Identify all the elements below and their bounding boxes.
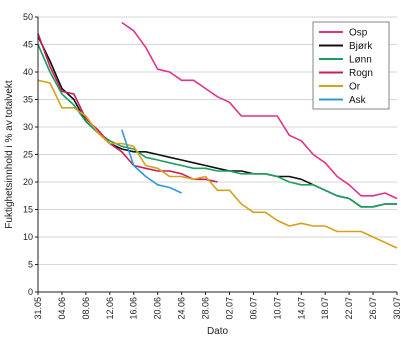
legend-label: Ask bbox=[349, 95, 367, 106]
y-tick-label: 0 bbox=[28, 287, 33, 297]
y-tick-label: 35 bbox=[23, 95, 33, 105]
legend-box bbox=[312, 21, 390, 110]
legend-label: Osp bbox=[349, 28, 368, 39]
x-tick-labels: 31.05 04.06 08.06 12.06 16.06 20.06 24.06 28.06… bbox=[33, 292, 401, 320]
y-tick-label: 45 bbox=[23, 40, 33, 50]
x-tick-label: 02.07 bbox=[224, 297, 234, 320]
x-tick-label: 12.06 bbox=[105, 297, 115, 320]
legend-label: Rogn bbox=[349, 68, 373, 79]
y-tick-label: 10 bbox=[23, 232, 33, 242]
y-tick-label: 50 bbox=[23, 12, 33, 22]
x-tick-label: 14.07 bbox=[296, 297, 306, 320]
x-tick-label: 20.06 bbox=[153, 297, 163, 320]
series-line-osp bbox=[121, 21, 398, 200]
x-tick-label: 04.06 bbox=[57, 297, 67, 320]
y-tick-label: 40 bbox=[23, 67, 33, 77]
y-tick-label: 25 bbox=[23, 150, 33, 160]
x-tick-label: 28.06 bbox=[201, 297, 211, 320]
y-axis-title: Fuktighetsinnhold i % av totalvekt bbox=[4, 80, 15, 229]
y-tick-labels: 0 5 10 15 20 25 30 35 40 45 50 bbox=[23, 12, 33, 297]
series-line-ask bbox=[121, 129, 182, 194]
series-lines bbox=[37, 21, 398, 249]
y-tick-label: 15 bbox=[23, 205, 33, 215]
x-tick-label: 26.07 bbox=[368, 297, 378, 320]
x-tick-label: 08.06 bbox=[81, 297, 91, 320]
axes bbox=[37, 17, 397, 293]
series-line-or bbox=[37, 79, 398, 249]
x-tick-label: 30.07 bbox=[392, 297, 401, 320]
x-tick-label: 18.07 bbox=[320, 297, 330, 320]
legend-label: Bjørk bbox=[349, 41, 373, 52]
x-tick-label: 16.06 bbox=[129, 297, 139, 320]
x-tick-label: 10.07 bbox=[272, 297, 282, 320]
x-tick-label: 24.06 bbox=[177, 297, 187, 320]
series-line-rogn bbox=[37, 33, 218, 183]
y-tick-label: 30 bbox=[23, 122, 33, 132]
legend-label: Or bbox=[349, 82, 361, 93]
y-tick-label: 5 bbox=[28, 260, 33, 270]
legend-label: Lønn bbox=[349, 55, 372, 66]
x-tick-label: 06.07 bbox=[248, 297, 258, 320]
x-tick-label: 22.07 bbox=[344, 297, 354, 320]
x-axis-title: Dato bbox=[207, 326, 229, 337]
legend: Osp Bjørk Lønn Rogn Or Ask bbox=[312, 21, 390, 110]
y-tick-label: 20 bbox=[23, 177, 33, 187]
x-tick-label: 31.05 bbox=[33, 297, 43, 320]
